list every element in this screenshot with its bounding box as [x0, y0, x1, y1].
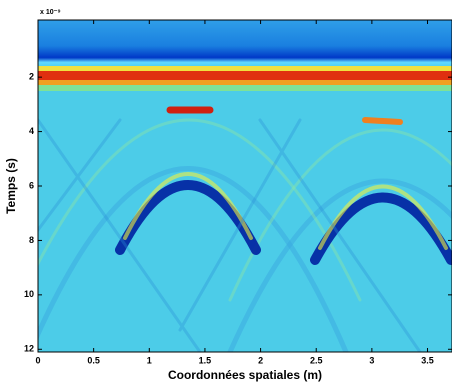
x-tick-label: 3.5	[421, 355, 434, 365]
x-tick-label: 1.5	[199, 355, 212, 365]
x-axis-label: Coordonnées spatiales (m)	[168, 368, 322, 382]
x-tick-label: 3	[369, 355, 374, 365]
y-tick-label: 6	[29, 180, 34, 190]
x-tick-label: 0.5	[87, 355, 100, 365]
x-tick-label: 0	[35, 355, 40, 365]
y-tick-label: 2	[29, 72, 34, 82]
y-tick-label: 12	[24, 344, 34, 354]
y-tick-label: 8	[29, 235, 34, 245]
y-tick-label: 10	[24, 289, 34, 299]
radargram-image	[38, 20, 452, 352]
y-exponent: x 10⁻⁹	[40, 9, 61, 16]
x-tick-label: 2	[258, 355, 263, 365]
y-tick-label: 4	[29, 126, 34, 136]
y-axis-label: Temps (s)	[4, 158, 18, 214]
x-tick-label: 1	[147, 355, 152, 365]
x-tick-label: 2.5	[310, 355, 323, 365]
